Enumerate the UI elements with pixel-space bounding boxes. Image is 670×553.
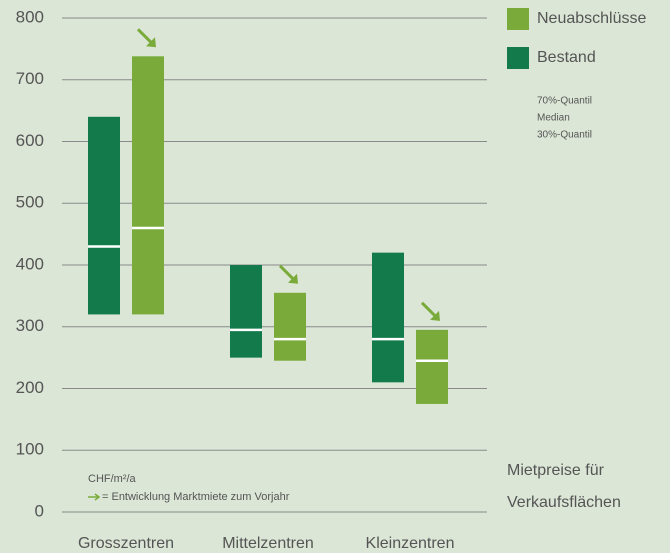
- trend-arrow-head: [430, 310, 440, 321]
- bar-lower: [274, 339, 306, 361]
- bar-upper: [274, 292, 306, 340]
- caption: Verkaufsflächen: [507, 494, 621, 511]
- x-tick-label: Grosszentren: [78, 535, 174, 552]
- y-tick-label: 700: [16, 69, 44, 88]
- trend-arrow: [420, 301, 438, 318]
- quantile-label: 70%-Quantil: [537, 96, 592, 107]
- y-tick-label: 400: [16, 254, 44, 273]
- caption: Mietpreise für: [507, 462, 605, 479]
- y-tick-label: 600: [16, 131, 44, 150]
- trend-arrow-head: [288, 273, 298, 284]
- bar-upper: [230, 265, 262, 330]
- bar-lower: [88, 246, 120, 315]
- arrow-icon: [88, 493, 101, 501]
- bar-lower: [416, 360, 448, 404]
- y-tick-label: 0: [35, 501, 44, 520]
- trend-arrow-head: [146, 37, 156, 48]
- legend-swatch: [507, 47, 529, 69]
- quantile-label: 30%-Quantil: [537, 130, 592, 141]
- bar-lower: [230, 329, 262, 358]
- arrow-note: = Entwicklung Marktmiete zum Vorjahr: [102, 491, 290, 503]
- bar-upper: [88, 116, 120, 247]
- legend-swatch: [507, 8, 529, 30]
- x-tick-label: Mittelzentren: [222, 535, 314, 552]
- y-tick-label: 200: [16, 378, 44, 397]
- legend-label: Bestand: [537, 49, 596, 66]
- x-tick-label: Kleinzentren: [366, 535, 455, 552]
- trend-arrow: [136, 28, 154, 45]
- bar-upper: [132, 56, 164, 228]
- bar-lower: [132, 227, 164, 315]
- bar-upper: [416, 329, 448, 361]
- bar-lower: [372, 339, 404, 383]
- unit-label: CHF/m²/a: [88, 473, 137, 485]
- trend-arrow: [278, 264, 296, 281]
- y-tick-label: 100: [16, 440, 44, 459]
- y-tick-label: 300: [16, 316, 44, 335]
- quantile-label: Median: [537, 113, 570, 124]
- bar-upper: [372, 252, 404, 340]
- y-tick-label: 800: [16, 7, 44, 26]
- legend-label: Neuabschlüsse: [537, 10, 647, 27]
- y-tick-label: 500: [16, 193, 44, 212]
